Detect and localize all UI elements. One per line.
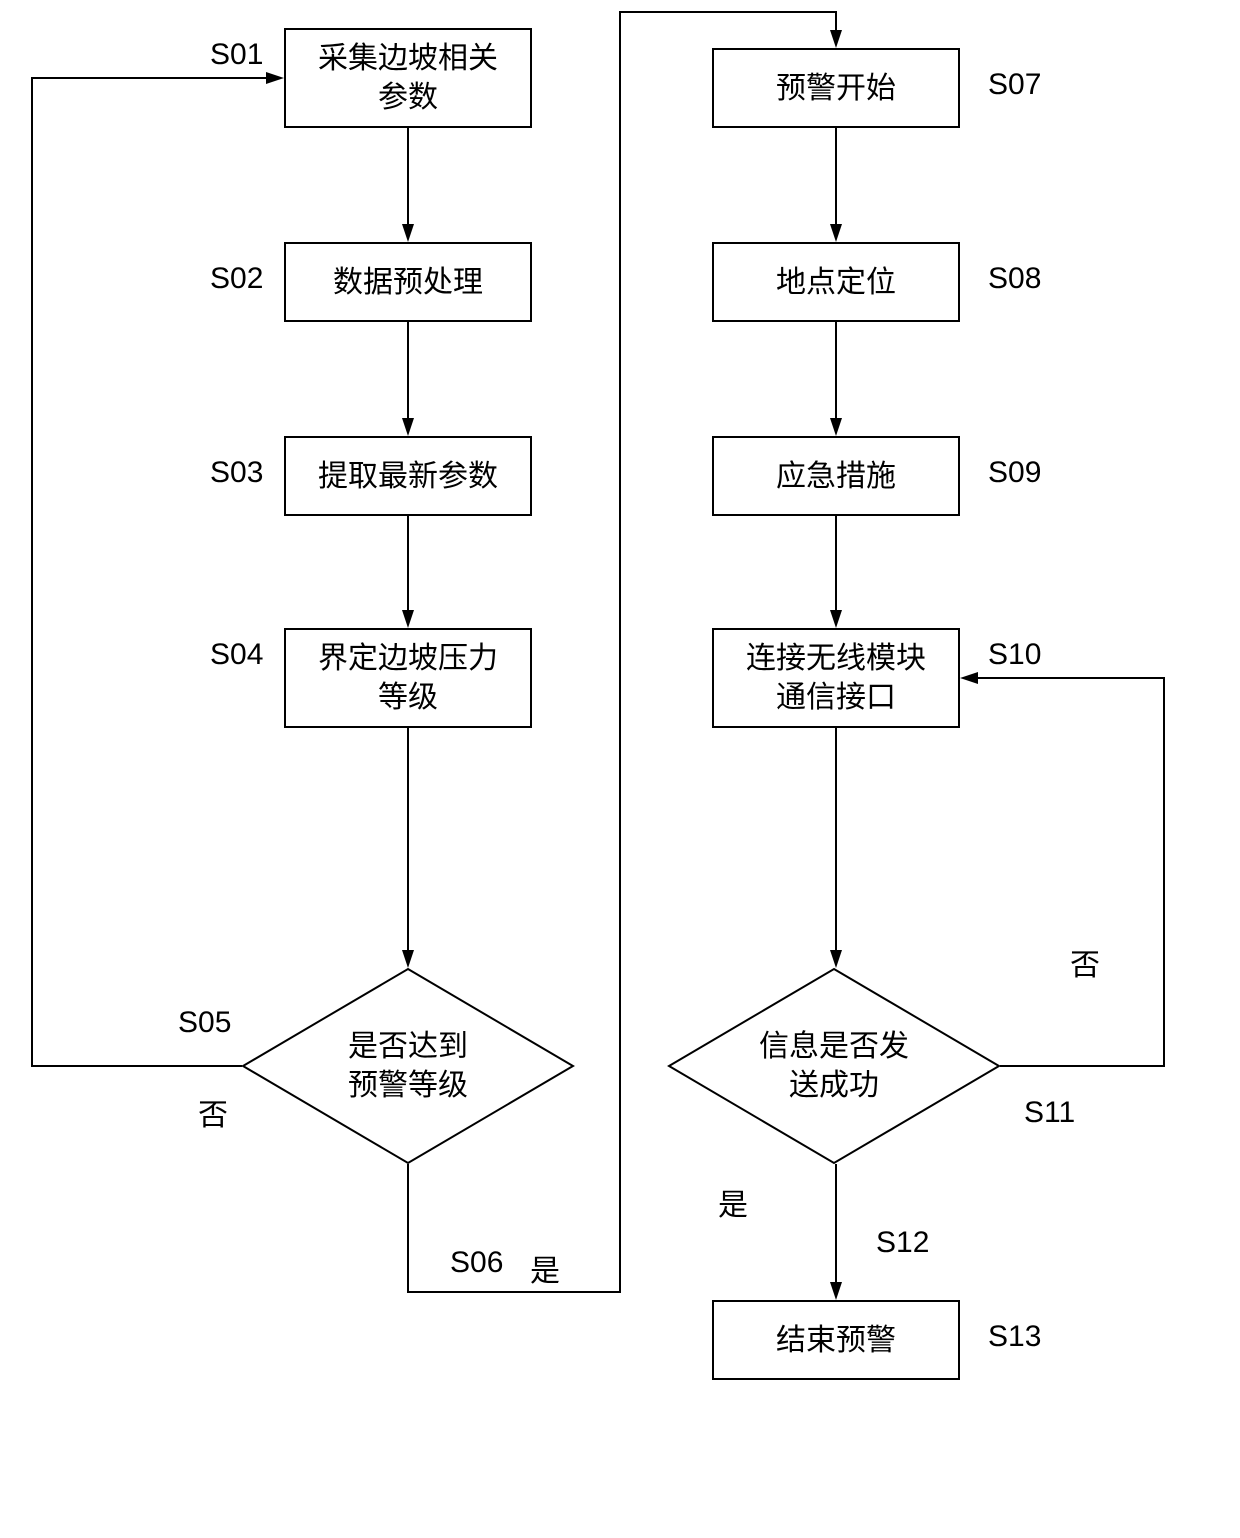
node-text: 预警开始	[776, 69, 896, 108]
step-label-l12: S12	[876, 1226, 929, 1260]
step-label-l07: S07	[988, 68, 1041, 102]
step-label-l01: S01	[210, 38, 263, 72]
node-s13: 结束预警	[712, 1300, 960, 1380]
node-text: 采集边坡相关 参数	[318, 39, 498, 117]
node-s02: 数据预处理	[284, 242, 532, 322]
step-label-l04: S04	[210, 638, 263, 672]
step-label-l10: S10	[988, 638, 1041, 672]
node-text: 信息是否发 送成功	[668, 968, 1000, 1164]
node-text: 连接无线模块 通信接口	[746, 639, 926, 717]
node-s07: 预警开始	[712, 48, 960, 128]
step-label-l05: S05	[178, 1006, 231, 1040]
node-s03: 提取最新参数	[284, 436, 532, 516]
node-s11: 信息是否发 送成功	[668, 968, 1000, 1164]
flowchart-canvas: 采集边坡相关 参数数据预处理提取最新参数界定边坡压力 等级是否达到 预警等级 预警…	[0, 0, 1240, 1538]
node-text: 结束预警	[776, 1321, 896, 1360]
node-text: 数据预处理	[333, 263, 483, 302]
edge-label-no1: 否	[198, 1090, 228, 1134]
node-s09: 应急措施	[712, 436, 960, 516]
node-text: 地点定位	[776, 263, 896, 302]
node-s08: 地点定位	[712, 242, 960, 322]
step-label-l08: S08	[988, 262, 1041, 296]
node-text: 提取最新参数	[318, 457, 498, 496]
node-text: 界定边坡压力 等级	[318, 639, 498, 717]
node-text: 应急措施	[776, 457, 896, 496]
step-label-l03: S03	[210, 456, 263, 490]
node-text: 是否达到 预警等级	[242, 968, 574, 1164]
node-s01: 采集边坡相关 参数	[284, 28, 532, 128]
node-s04: 界定边坡压力 等级	[284, 628, 532, 728]
edge-label-yes1: 是	[530, 1246, 560, 1290]
edges-layer	[0, 0, 1240, 1538]
edge-label-no2: 否	[1070, 940, 1100, 984]
node-s05: 是否达到 预警等级	[242, 968, 574, 1164]
edge-label-yes2: 是	[718, 1180, 748, 1224]
step-label-l09: S09	[988, 456, 1041, 490]
step-label-l06: S06	[450, 1246, 503, 1280]
step-label-l02: S02	[210, 262, 263, 296]
node-s10: 连接无线模块 通信接口	[712, 628, 960, 728]
step-label-l11: S11	[1024, 1096, 1075, 1130]
step-label-l13: S13	[988, 1320, 1041, 1354]
